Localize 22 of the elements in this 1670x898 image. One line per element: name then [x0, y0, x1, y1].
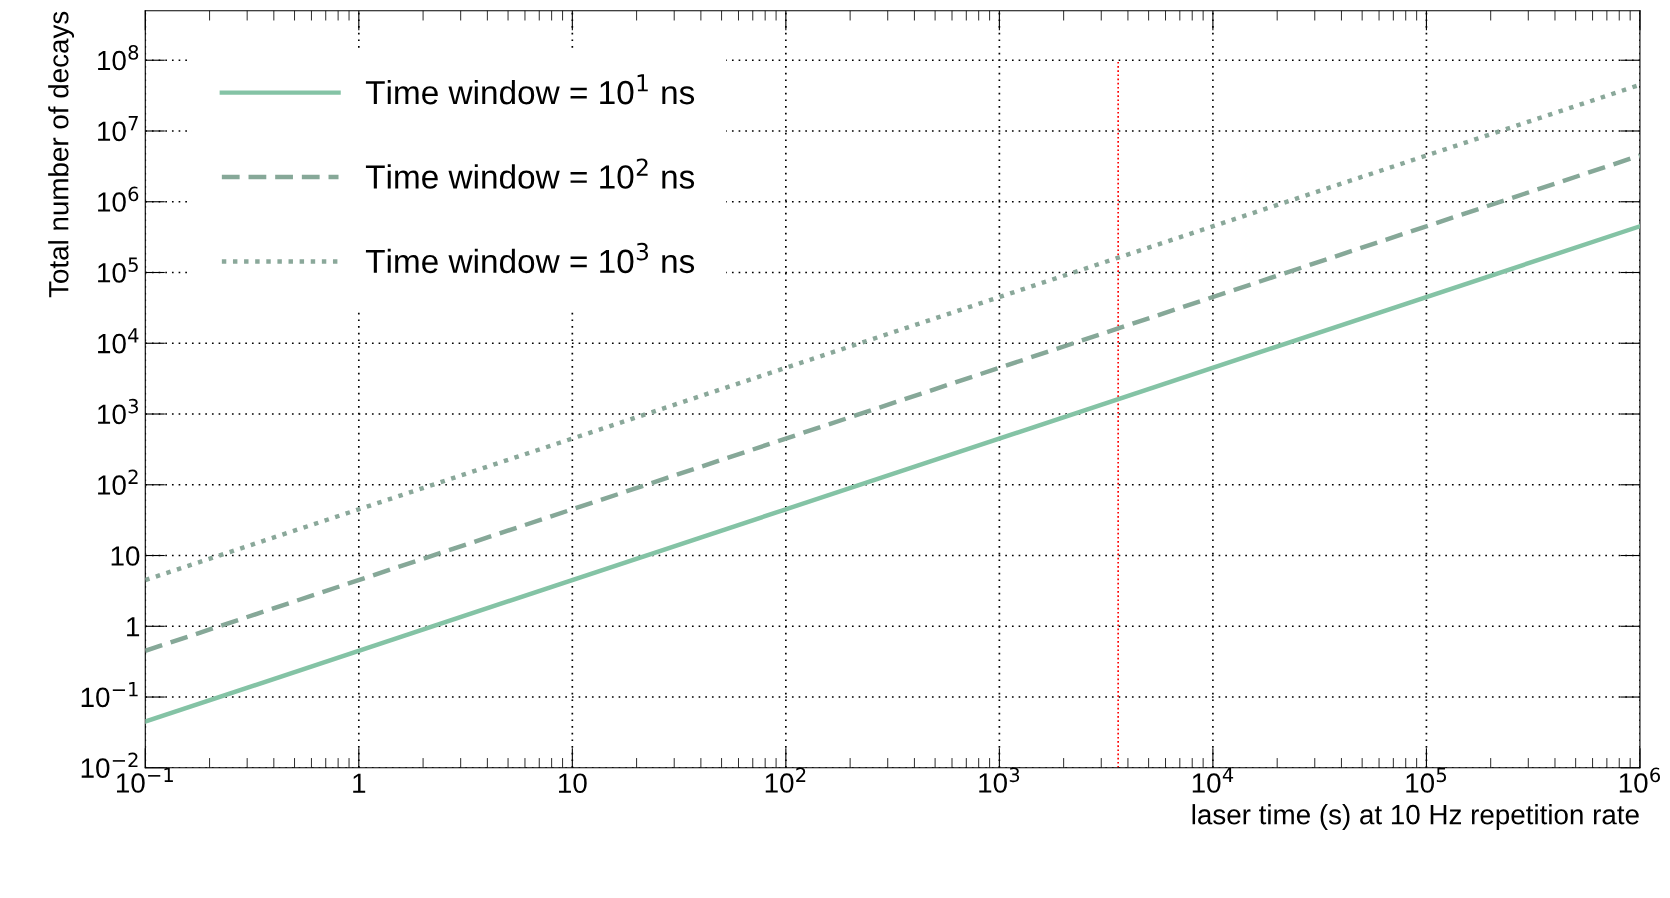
legend-label: Time window = 10$^{3}$ ns [365, 242, 695, 274]
y-tick-label: 10$^{7}$ [98, 116, 138, 142]
y-tick-label: 1 [127, 617, 140, 637]
y-tick-label: 10$^{8}$ [98, 45, 139, 71]
y-tick-label: 10$^{6}$ [98, 186, 139, 212]
y-tick-label: 10$^{5}$ [98, 257, 138, 283]
y-axis-title: Total number of decays [48, 11, 75, 298]
x-tick-label: 1 [353, 773, 366, 793]
y-tick-label: 10$^{−1}$ [81, 682, 138, 708]
legend-label: Time window = 10$^{2}$ ns [365, 158, 695, 189]
y-tick-label: 10 [111, 546, 140, 566]
x-tick-label: 10$^{2}$ [765, 767, 806, 793]
y-tick-label: 10$^{4}$ [98, 328, 139, 354]
y-tick-label: 10$^{2}$ [98, 469, 138, 495]
x-tick-label: 10 [559, 773, 587, 794]
y-tick-label: 10$^{3}$ [98, 398, 138, 425]
legend-label: Time window = 10$^{1}$ ns [365, 74, 695, 105]
x-tick-label: 10$^{6}$ [1619, 767, 1661, 793]
x-axis-title: laser time (s) at 10 Hz repetition rate [1192, 804, 1639, 830]
x-tick-label: 10$^{3}$ [979, 767, 1020, 793]
x-tick-label: 10$^{4}$ [1192, 767, 1234, 793]
x-tick-label: 10$^{5}$ [1406, 767, 1447, 793]
